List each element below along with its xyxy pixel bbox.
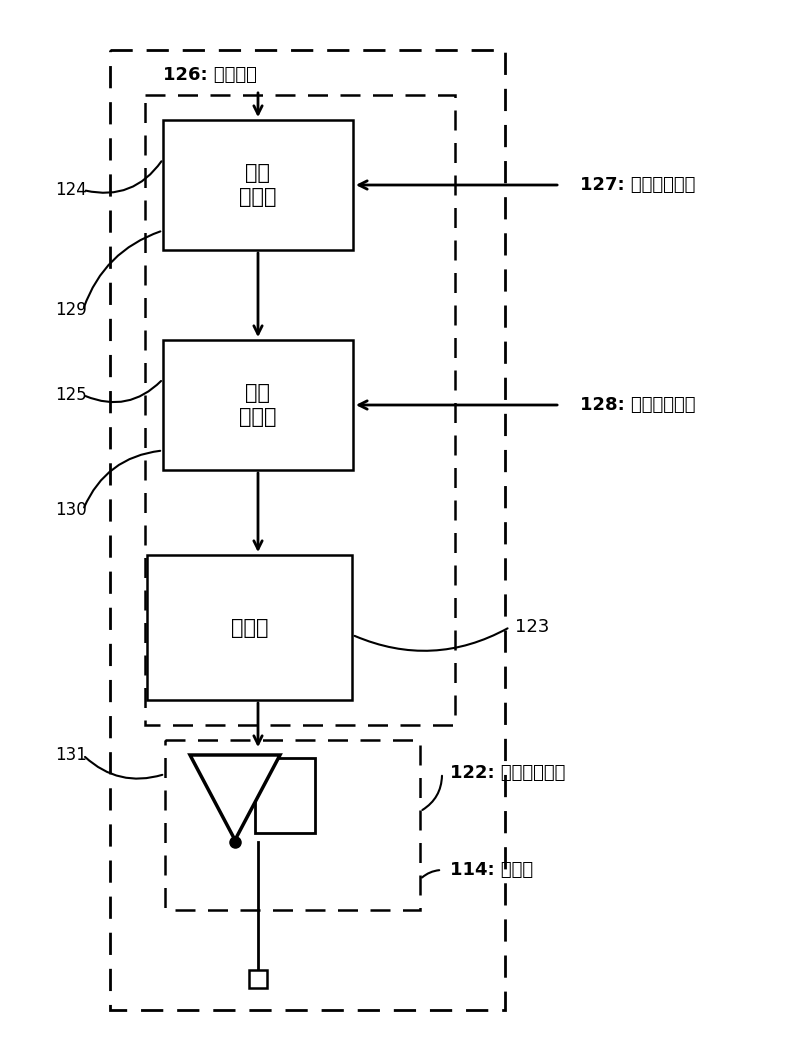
Text: 127: 数据获取信号: 127: 数据获取信号 [580, 176, 695, 194]
Text: 129: 129 [55, 301, 86, 319]
Text: 第二
锁存部: 第二 锁存部 [239, 384, 277, 426]
Text: 131: 131 [55, 746, 87, 764]
Text: 选择部: 选择部 [230, 618, 268, 637]
Text: 122: 运算放大电路: 122: 运算放大电路 [450, 764, 566, 782]
Text: 125: 125 [55, 386, 86, 404]
Text: 124: 124 [55, 181, 86, 199]
Bar [163, 340, 353, 470]
Text: 114: 驱动部: 114: 驱动部 [450, 861, 533, 879]
Polygon shape [190, 755, 280, 840]
Bar [110, 50, 505, 1010]
Bar [147, 555, 352, 700]
Text: 123: 123 [515, 618, 550, 636]
Bar [163, 120, 353, 250]
Bar [145, 95, 455, 725]
Bar [255, 758, 315, 833]
Bar [165, 740, 420, 909]
Text: 第一
锁存部: 第一 锁存部 [239, 163, 277, 207]
Text: 128: 数据传输信号: 128: 数据传输信号 [580, 396, 695, 414]
Text: 130: 130 [55, 501, 86, 519]
Text: 126: 数据信号: 126: 数据信号 [163, 66, 257, 84]
Bar [249, 970, 267, 988]
